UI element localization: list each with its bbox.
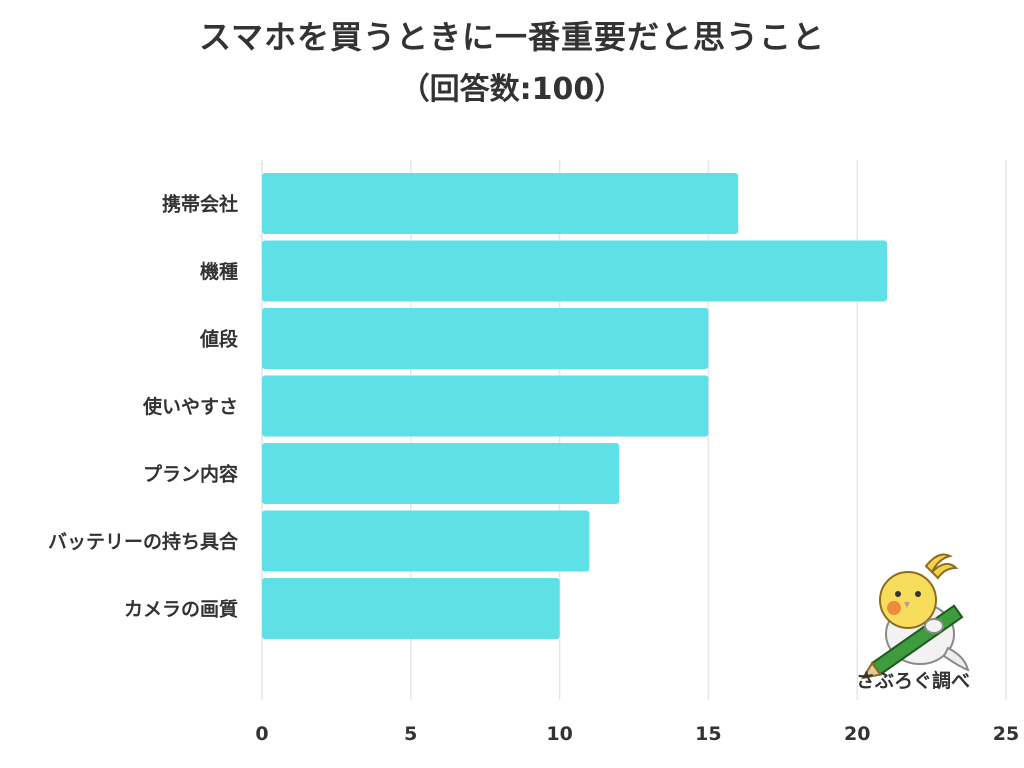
bar-4 bbox=[262, 443, 620, 504]
x-tick-label: 25 bbox=[993, 723, 1019, 745]
category-label: 携帯会社 bbox=[162, 193, 238, 216]
bar-0 bbox=[262, 173, 739, 234]
x-tick-label: 20 bbox=[844, 723, 870, 745]
bar-1 bbox=[262, 240, 887, 302]
bar-2 bbox=[262, 308, 709, 369]
category-label: 値段 bbox=[199, 328, 239, 351]
category-label: 使いやすさ bbox=[142, 396, 238, 418]
chart-title: スマホを買うときに一番重要だと思うこと bbox=[198, 18, 826, 56]
bar-6 bbox=[262, 578, 560, 639]
x-tick-label: 5 bbox=[404, 723, 417, 745]
category-label: プラン内容 bbox=[143, 463, 238, 486]
category-label: バッテリーの持ち具合 bbox=[48, 530, 239, 553]
x-tick-label: 15 bbox=[695, 723, 721, 745]
category-label: カメラの画質 bbox=[124, 598, 238, 621]
x-tick-label: 0 bbox=[255, 723, 268, 745]
x-tick-label: 10 bbox=[546, 723, 572, 745]
source-credit: さぶろぐ調べ bbox=[855, 670, 970, 692]
cockatiel-with-pencil-icon bbox=[860, 553, 970, 680]
category-label: 機種 bbox=[200, 260, 238, 283]
chart-subtitle: （回答数:100） bbox=[399, 72, 625, 107]
bar-5 bbox=[262, 510, 590, 572]
bar-3 bbox=[262, 375, 709, 437]
